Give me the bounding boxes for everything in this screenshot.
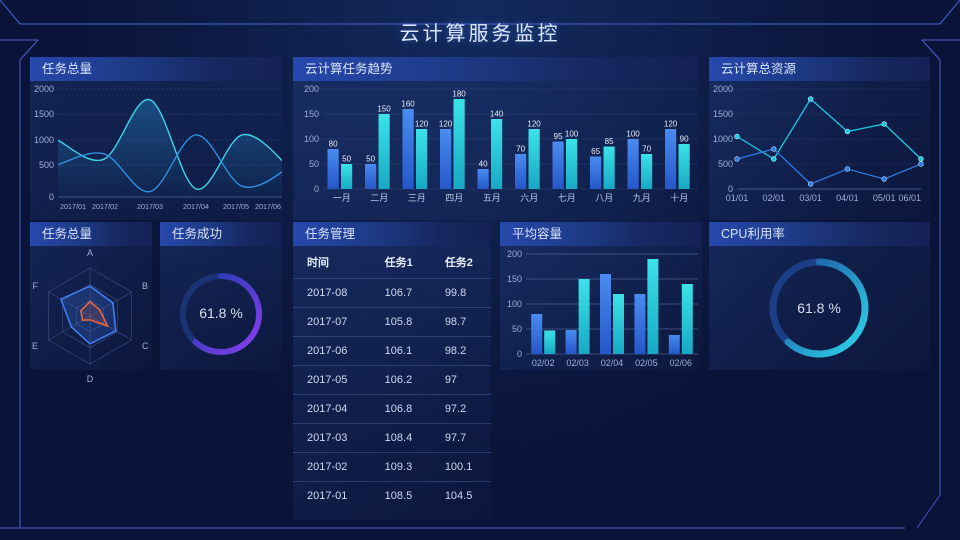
svg-text:六月: 六月	[520, 192, 538, 203]
svg-text:50: 50	[342, 155, 351, 164]
svg-text:02/03: 02/03	[566, 358, 589, 368]
svg-text:2017/05: 2017/05	[223, 202, 249, 211]
svg-text:1000: 1000	[34, 135, 54, 145]
svg-text:180: 180	[452, 90, 466, 99]
svg-text:160: 160	[401, 100, 415, 109]
svg-text:1500: 1500	[34, 109, 54, 119]
svg-text:90: 90	[680, 135, 689, 144]
svg-text:50: 50	[512, 324, 522, 334]
svg-text:三月: 三月	[408, 193, 426, 203]
svg-text:40: 40	[479, 160, 488, 169]
svg-text:02/04: 02/04	[601, 358, 624, 368]
svg-text:65: 65	[591, 147, 600, 156]
svg-text:50: 50	[366, 155, 375, 164]
svg-text:95: 95	[554, 132, 563, 141]
svg-text:五月: 五月	[483, 193, 501, 203]
svg-text:100: 100	[565, 130, 579, 139]
svg-text:200: 200	[507, 249, 522, 259]
svg-text:四月: 四月	[445, 193, 463, 203]
svg-text:九月: 九月	[633, 193, 651, 203]
svg-text:70: 70	[642, 145, 651, 154]
svg-text:03/01: 03/01	[799, 193, 822, 203]
svg-text:200: 200	[304, 84, 319, 94]
svg-text:80: 80	[329, 140, 338, 149]
svg-text:0: 0	[517, 349, 522, 359]
svg-text:2017/02: 2017/02	[92, 202, 118, 211]
svg-text:01/01: 01/01	[726, 193, 749, 203]
svg-text:2017/04: 2017/04	[183, 202, 209, 211]
svg-text:1500: 1500	[713, 109, 733, 119]
svg-text:85: 85	[605, 137, 614, 146]
svg-text:120: 120	[527, 120, 541, 129]
svg-text:1000: 1000	[713, 134, 733, 144]
svg-text:八月: 八月	[595, 193, 613, 203]
svg-text:140: 140	[490, 110, 504, 119]
svg-text:100: 100	[507, 299, 522, 309]
svg-text:C: C	[142, 341, 149, 351]
svg-text:150: 150	[507, 274, 522, 284]
svg-text:50: 50	[309, 159, 319, 169]
svg-text:150: 150	[377, 105, 391, 114]
svg-text:02/06: 02/06	[670, 358, 693, 368]
svg-text:F: F	[33, 281, 39, 291]
svg-text:2017/03: 2017/03	[137, 202, 163, 211]
svg-text:七月: 七月	[558, 193, 576, 203]
svg-text:100: 100	[626, 130, 640, 139]
svg-text:61.8 %: 61.8 %	[797, 300, 841, 316]
svg-text:2017/01: 2017/01	[60, 202, 86, 211]
svg-text:120: 120	[664, 120, 678, 129]
svg-text:2000: 2000	[34, 84, 54, 94]
svg-text:500: 500	[718, 159, 733, 169]
svg-text:0: 0	[49, 192, 54, 202]
svg-text:120: 120	[439, 120, 453, 129]
svg-text:100: 100	[304, 134, 319, 144]
svg-text:D: D	[87, 374, 94, 384]
svg-text:70: 70	[516, 145, 525, 154]
svg-text:B: B	[142, 281, 148, 291]
svg-text:02/05: 02/05	[635, 358, 658, 368]
svg-text:E: E	[32, 341, 38, 351]
svg-text:A: A	[87, 248, 93, 258]
svg-text:05/01: 05/01	[873, 193, 896, 203]
svg-text:61.8 %: 61.8 %	[199, 305, 243, 321]
svg-text:一月: 一月	[333, 193, 351, 203]
svg-text:0: 0	[314, 184, 319, 194]
svg-text:04/01: 04/01	[836, 193, 859, 203]
svg-text:120: 120	[415, 120, 429, 129]
svg-text:06/01: 06/01	[898, 193, 921, 203]
svg-text:2000: 2000	[713, 84, 733, 94]
svg-text:二月: 二月	[370, 193, 388, 203]
svg-text:02/01: 02/01	[763, 193, 786, 203]
svg-text:十月: 十月	[670, 192, 688, 203]
svg-text:02/02: 02/02	[532, 358, 555, 368]
svg-text:2017/06: 2017/06	[255, 202, 281, 211]
svg-text:150: 150	[304, 109, 319, 119]
svg-text:500: 500	[39, 160, 54, 170]
